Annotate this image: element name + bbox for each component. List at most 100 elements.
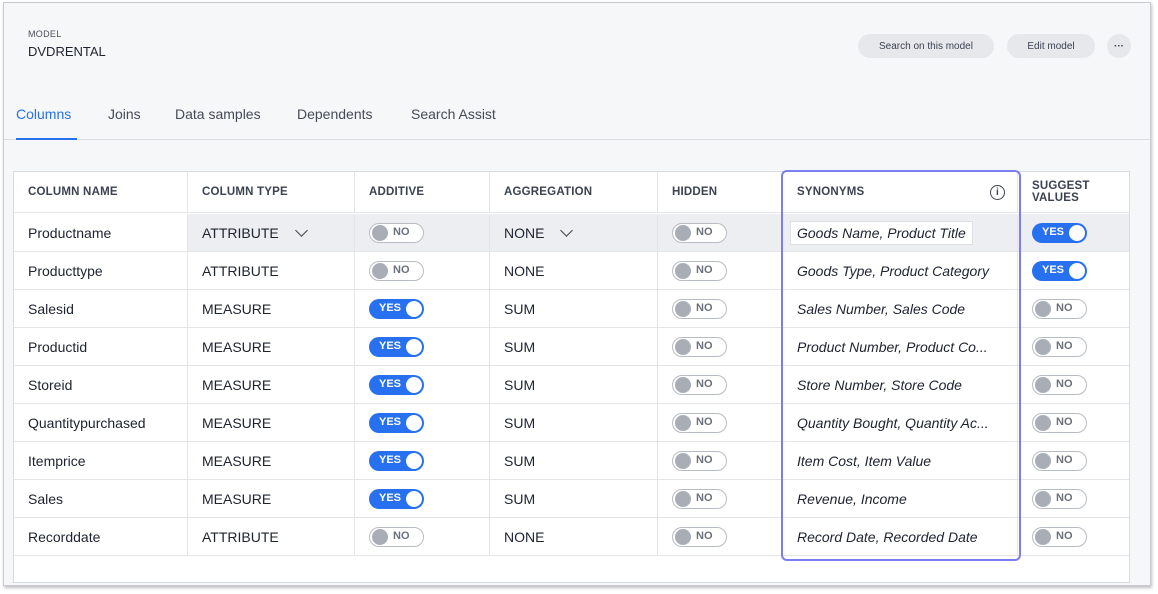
toggle[interactable]: NO — [1032, 298, 1087, 319]
table-row[interactable]: Productname ATTRIBUTE NO NONE NO Goods Name, … — [14, 214, 1129, 252]
tab-joins[interactable]: Joins — [108, 106, 141, 122]
toggle[interactable]: NO — [369, 526, 424, 547]
info-icon[interactable]: i — [990, 184, 1005, 200]
cell-synonyms[interactable]: Record Date, Recorded Date — [783, 518, 1018, 555]
toggle[interactable]: YES — [369, 488, 424, 509]
cell-suggest[interactable]: YES — [1018, 252, 1129, 289]
cell-additive[interactable]: YES — [355, 366, 490, 403]
cell-additive[interactable]: NO — [355, 214, 490, 251]
toggle[interactable]: NO — [672, 336, 727, 357]
cell-aggregation[interactable]: SUM — [490, 404, 658, 441]
toggle[interactable]: NO — [1032, 488, 1087, 509]
toggle[interactable]: NO — [1032, 526, 1087, 547]
cell-hidden[interactable]: NO — [658, 404, 783, 441]
cell-hidden[interactable]: NO — [658, 290, 783, 327]
synonyms-value[interactable]: Goods Type, Product Category — [797, 262, 989, 279]
toggle[interactable]: NO — [672, 298, 727, 319]
synonyms-value[interactable]: Goods Name, Product Title — [790, 220, 973, 245]
cell-synonyms[interactable]: Quantity Bought, Quantity Ac... — [783, 404, 1018, 441]
table-row[interactable]: Quantitypurchased MEASURE YES SUM NO Quantity… — [14, 404, 1129, 442]
toggle[interactable]: NO — [1032, 412, 1087, 433]
cell-type[interactable]: MEASURE — [188, 442, 355, 479]
more-horizontal-icon[interactable]: ··· — [1107, 34, 1131, 58]
cell-synonyms[interactable]: Revenue, Income — [783, 480, 1018, 517]
table-row[interactable]: Recorddate ATTRIBUTE NO NONE NO Record Date, … — [14, 518, 1129, 556]
cell-hidden[interactable]: NO — [658, 480, 783, 517]
toggle[interactable]: YES — [369, 336, 424, 357]
cell-suggest[interactable]: NO — [1018, 328, 1129, 365]
cell-additive[interactable]: YES — [355, 442, 490, 479]
cell-hidden[interactable]: NO — [658, 442, 783, 479]
toggle[interactable]: NO — [1032, 336, 1087, 357]
tab-columns[interactable]: Columns — [16, 106, 77, 140]
cell-additive[interactable]: NO — [355, 518, 490, 555]
toggle[interactable]: NO — [672, 450, 727, 471]
toggle[interactable]: NO — [672, 222, 727, 243]
tab-dependents[interactable]: Dependents — [297, 106, 373, 122]
table-row[interactable]: Productid MEASURE YES SUM NO Product Number, … — [14, 328, 1129, 366]
cell-additive[interactable]: NO — [355, 252, 490, 289]
cell-suggest[interactable]: NO — [1018, 404, 1129, 441]
cell-aggregation[interactable]: SUM — [490, 442, 658, 479]
cell-suggest[interactable]: NO — [1018, 290, 1129, 327]
cell-hidden[interactable]: NO — [658, 328, 783, 365]
cell-synonyms[interactable]: Sales Number, Sales Code — [783, 290, 1018, 327]
toggle[interactable]: YES — [1032, 222, 1087, 243]
synonyms-value[interactable]: Item Cost, Item Value — [797, 452, 932, 469]
edit-model-button[interactable]: Edit model — [1007, 34, 1095, 58]
synonyms-value[interactable]: Revenue, Income — [797, 490, 907, 507]
cell-suggest[interactable]: NO — [1018, 442, 1129, 479]
toggle[interactable]: NO — [369, 260, 424, 281]
cell-type[interactable]: MEASURE — [188, 290, 355, 327]
table-row[interactable]: Itemprice MEASURE YES SUM NO Item Cost, Item … — [14, 442, 1129, 480]
toggle[interactable]: NO — [369, 222, 424, 243]
cell-type[interactable]: MEASURE — [188, 328, 355, 365]
cell-suggest[interactable]: YES — [1018, 214, 1129, 251]
tab-search-assist[interactable]: Search Assist — [411, 106, 496, 122]
cell-type[interactable]: MEASURE — [188, 366, 355, 403]
synonyms-value[interactable]: Store Number, Store Code — [797, 376, 962, 393]
toggle[interactable]: YES — [369, 412, 424, 433]
cell-aggregation[interactable]: NONE — [490, 252, 658, 289]
table-row[interactable]: Sales MEASURE YES SUM NO Revenue, Income NO — [14, 480, 1129, 518]
cell-suggest[interactable]: NO — [1018, 480, 1129, 517]
cell-type[interactable]: MEASURE — [188, 480, 355, 517]
search-on-model-button[interactable]: Search on this model — [858, 34, 994, 58]
tab-data-samples[interactable]: Data samples — [175, 106, 261, 122]
chevron-down-icon[interactable] — [294, 223, 308, 237]
toggle[interactable]: NO — [672, 374, 727, 395]
cell-additive[interactable]: YES — [355, 480, 490, 517]
cell-type[interactable]: ATTRIBUTE — [188, 252, 355, 289]
cell-suggest[interactable]: NO — [1018, 366, 1129, 403]
cell-type[interactable]: ATTRIBUTE — [188, 518, 355, 555]
toggle[interactable]: NO — [1032, 450, 1087, 471]
cell-synonyms[interactable]: Goods Name, Product Title — [783, 214, 1018, 251]
table-row[interactable]: Salesid MEASURE YES SUM NO Sales Number, Sale… — [14, 290, 1129, 328]
toggle[interactable]: NO — [672, 260, 727, 281]
cell-hidden[interactable]: NO — [658, 252, 783, 289]
synonyms-value[interactable]: Sales Number, Sales Code — [797, 300, 966, 317]
toggle[interactable]: NO — [672, 488, 727, 509]
cell-aggregation[interactable]: NONE — [490, 518, 658, 555]
toggle[interactable]: NO — [672, 526, 727, 547]
toggle[interactable]: NO — [1032, 374, 1087, 395]
cell-synonyms[interactable]: Product Number, Product Co... — [783, 328, 1018, 365]
toggle[interactable]: YES — [369, 450, 424, 471]
cell-additive[interactable]: YES — [355, 404, 490, 441]
toggle[interactable]: YES — [1032, 260, 1087, 281]
cell-aggregation[interactable]: SUM — [490, 480, 658, 517]
synonyms-value[interactable]: Product Number, Product Co... — [797, 338, 988, 355]
toggle[interactable]: YES — [369, 374, 424, 395]
synonyms-value[interactable]: Quantity Bought, Quantity Ac... — [797, 414, 989, 431]
cell-type[interactable]: ATTRIBUTE — [188, 214, 355, 251]
synonyms-value[interactable]: Record Date, Recorded Date — [797, 528, 978, 545]
cell-aggregation[interactable]: SUM — [490, 328, 658, 365]
table-row[interactable]: Producttype ATTRIBUTE NO NONE NO Goods Type, … — [14, 252, 1129, 290]
cell-synonyms[interactable]: Goods Type, Product Category — [783, 252, 1018, 289]
cell-hidden[interactable]: NO — [658, 366, 783, 403]
cell-suggest[interactable]: NO — [1018, 518, 1129, 555]
table-row[interactable]: Storeid MEASURE YES SUM NO Store Number, Stor… — [14, 366, 1129, 404]
cell-aggregation[interactable]: NONE — [490, 214, 658, 251]
cell-hidden[interactable]: NO — [658, 518, 783, 555]
toggle[interactable]: YES — [369, 298, 424, 319]
